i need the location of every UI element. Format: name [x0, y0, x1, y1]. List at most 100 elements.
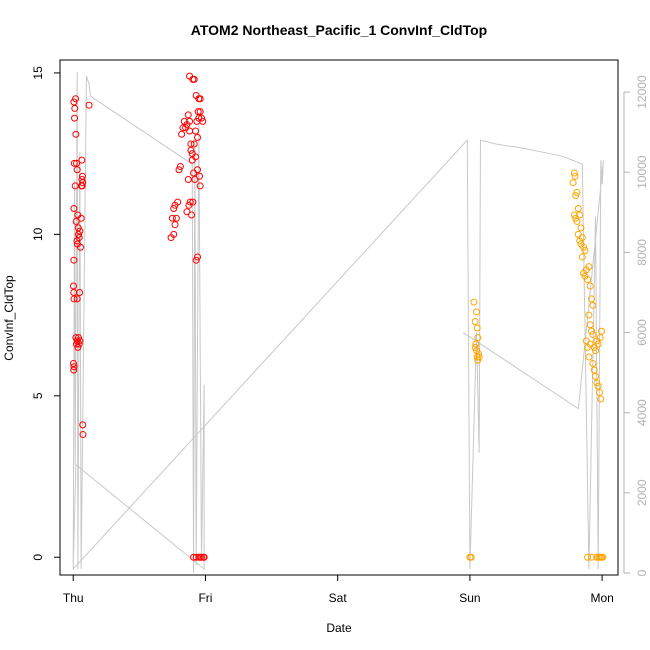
series-group	[69, 72, 208, 561]
data-point	[69, 282, 77, 290]
data-point	[589, 301, 597, 309]
data-point	[577, 224, 585, 232]
data-point	[71, 104, 79, 112]
data-point	[76, 243, 84, 251]
data-point	[588, 553, 596, 561]
y-tick-label: 0	[31, 554, 45, 561]
data-point	[85, 101, 93, 109]
data-point	[190, 553, 198, 561]
data-point	[192, 127, 200, 135]
x-tick-label: Sun	[459, 591, 480, 605]
data-point	[178, 130, 186, 138]
data-point	[197, 553, 205, 561]
data-point	[570, 211, 578, 219]
data-point	[200, 553, 208, 561]
point-series	[69, 72, 607, 561]
data-point	[197, 114, 205, 122]
data-point	[194, 108, 202, 116]
x-axis-label: Date	[326, 621, 352, 635]
data-point	[186, 72, 194, 80]
data-point	[199, 117, 207, 125]
data-point	[194, 253, 202, 261]
data-point	[592, 347, 600, 355]
data-point	[196, 182, 204, 190]
y-axis-right: 0 2000 4000 6000 8000 10000 12000	[623, 75, 649, 576]
data-point	[581, 247, 589, 255]
data-point	[584, 553, 592, 561]
cloud-top-line	[72, 72, 604, 573]
data-point	[597, 327, 605, 335]
data-point	[473, 353, 481, 361]
data-point	[589, 330, 597, 338]
data-point	[574, 205, 582, 213]
data-point	[70, 256, 78, 264]
data-point	[191, 175, 199, 183]
data-point	[72, 130, 80, 138]
data-point	[571, 172, 579, 180]
data-point	[184, 111, 192, 119]
data-point	[585, 353, 593, 361]
data-point	[473, 324, 481, 332]
data-point	[588, 295, 596, 303]
right-tick-label: 4000	[635, 399, 649, 426]
data-point	[470, 298, 478, 306]
data-point	[172, 214, 180, 222]
data-point	[186, 127, 194, 135]
data-point	[595, 389, 603, 397]
data-point	[174, 198, 182, 206]
data-point	[573, 188, 581, 196]
data-point	[170, 205, 178, 213]
data-point	[196, 108, 204, 116]
y-axis-label: ConvInf_CldTop	[2, 275, 16, 361]
data-point	[73, 159, 81, 167]
data-point	[585, 263, 593, 271]
data-point	[72, 217, 80, 225]
data-point	[192, 256, 200, 264]
data-point	[192, 553, 200, 561]
data-point	[78, 182, 86, 190]
data-point	[175, 166, 183, 174]
data-point	[168, 214, 176, 222]
data-point	[74, 343, 82, 351]
data-point	[72, 95, 80, 103]
data-point	[189, 198, 197, 206]
data-point	[569, 179, 577, 187]
data-point	[472, 340, 480, 348]
data-point	[473, 308, 481, 316]
right-tick-label: 2000	[635, 479, 649, 506]
data-point	[584, 276, 592, 284]
data-point	[594, 340, 602, 348]
data-point	[70, 205, 78, 213]
data-point	[186, 198, 194, 206]
y-axis-left: 0 5 10 15	[31, 66, 61, 561]
data-point	[572, 214, 580, 222]
series-group	[466, 169, 607, 561]
x-tick-label: Sat	[329, 591, 348, 605]
data-point	[597, 395, 605, 403]
data-point	[176, 163, 184, 171]
data-point	[186, 117, 194, 125]
data-point	[76, 337, 84, 345]
data-point	[580, 243, 588, 251]
x-tick-label: Thu	[63, 591, 84, 605]
data-point	[471, 343, 479, 351]
data-point	[171, 221, 179, 229]
data-point	[183, 208, 191, 216]
right-tick-label: 8000	[635, 239, 649, 266]
data-point	[79, 421, 87, 429]
x-tick-label: Fri	[198, 591, 212, 605]
chart-title: ATOM2 Northeast_Pacific_1 ConvInf_CldTop	[191, 22, 487, 38]
data-point	[75, 340, 83, 348]
data-point	[70, 159, 78, 167]
data-point	[585, 311, 593, 319]
data-point	[187, 140, 195, 148]
data-point	[78, 156, 86, 164]
data-point	[586, 321, 594, 329]
x-tick-label: Mon	[590, 591, 613, 605]
right-tick-label: 6000	[635, 319, 649, 346]
data-point	[190, 140, 198, 148]
data-point	[574, 230, 582, 238]
data-point	[474, 356, 482, 364]
data-point	[70, 363, 78, 371]
data-point	[570, 169, 578, 177]
